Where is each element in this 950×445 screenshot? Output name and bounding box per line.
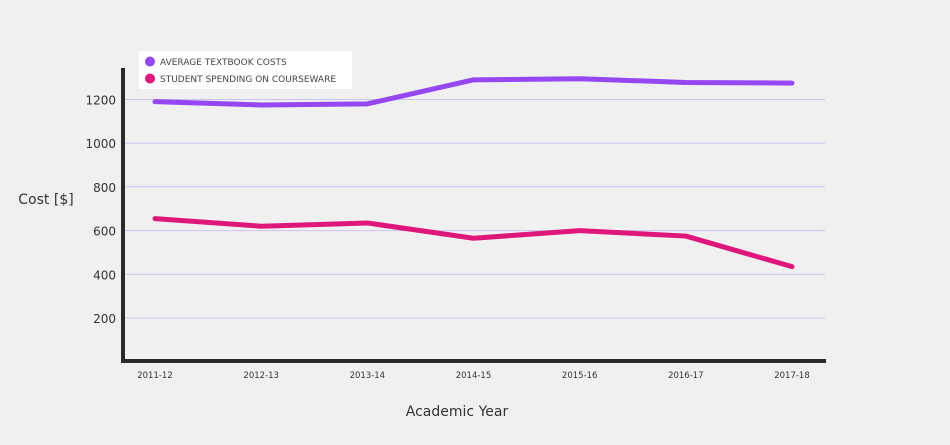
y-tick-label: 200 [93,312,116,326]
legend: AVERAGE TEXTBOOK COSTS STUDENT SPENDING … [139,51,352,89]
legend-box [139,51,352,89]
series-line-1 [152,216,795,270]
legend-swatch-1 [145,73,155,84]
y-tick-label: 1200 [85,94,116,108]
x-tick-label: 2017-18 [774,371,810,381]
y-tick-label: 800 [93,181,116,195]
series-lines [152,76,795,270]
grid-lines [123,99,825,319]
x-tick-label: 2014-15 [456,371,492,381]
x-tick-label: 2012-13 [243,371,279,381]
x-tick-label: 2013-14 [350,371,386,381]
y-tick-labels: 200 400 600 800 1000 1200 [85,94,116,327]
y-tick-label: 600 [93,225,116,239]
y-tick-label: 400 [93,268,116,282]
x-tick-label: 2016-17 [668,371,704,381]
legend-swatch-0 [145,56,155,67]
legend-label-1: STUDENT SPENDING ON COURSEWARE [160,75,336,85]
axes [121,68,826,363]
y-axis-title: Cost [$] [18,192,73,208]
y-tick-label: 1000 [85,137,116,151]
legend-label-0: AVERAGE TEXTBOOK COSTS [160,58,287,68]
x-tick-labels: 2011-12 2012-13 2013-14 2014-15 2015-16 2016-… [137,371,810,381]
x-tick-label: 2011-12 [137,371,173,381]
series-line-0 [152,76,795,108]
x-axis-title: Academic Year [406,404,509,420]
x-tick-label: 2015-16 [562,371,598,381]
